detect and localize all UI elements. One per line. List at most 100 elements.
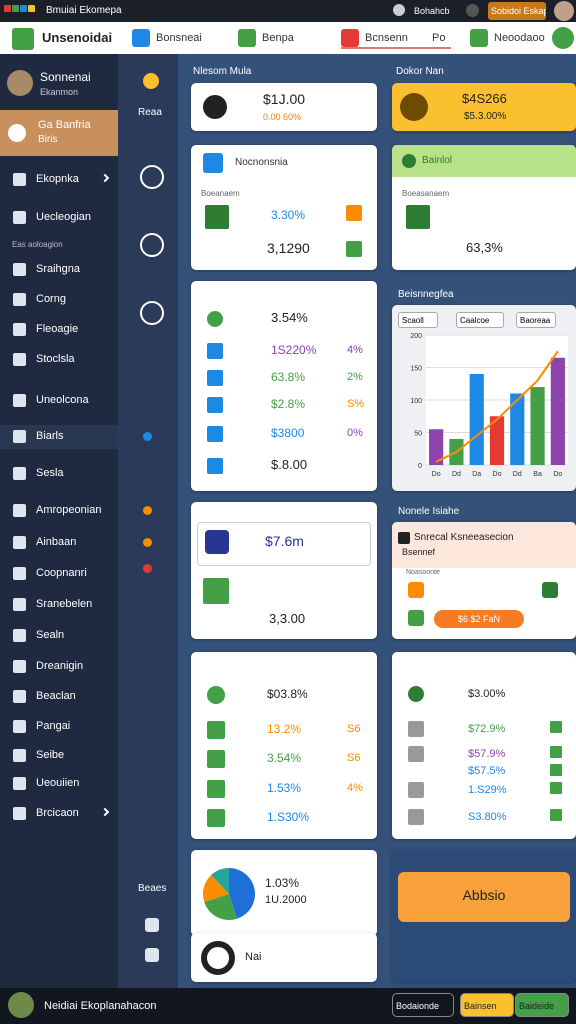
icon xyxy=(7,70,33,96)
menu-item[interactable]: Stoclsla xyxy=(36,353,75,365)
menu-item[interactable]: Sesla xyxy=(36,467,64,479)
sidebar xyxy=(0,54,118,988)
icon xyxy=(13,536,26,549)
card: $4S266 $5.3.00% xyxy=(392,83,576,131)
icon xyxy=(13,323,26,336)
icon xyxy=(13,777,26,790)
row-value: 1S220% xyxy=(271,343,317,357)
icon xyxy=(398,532,410,544)
nav-tab[interactable]: Benpa xyxy=(262,32,294,44)
menu-item[interactable]: Amropeonian xyxy=(36,504,102,516)
menu-item[interactable]: Biarls xyxy=(36,430,64,442)
menu-item[interactable]: Beaclan xyxy=(36,690,76,702)
menu-item[interactable]: Sranebelen xyxy=(36,598,93,610)
menu-item[interactable]: Pangai xyxy=(36,720,71,732)
card-title: Snrecal Ksneeasecion xyxy=(414,532,514,543)
icon xyxy=(13,173,26,186)
stat-value: $7.6m xyxy=(265,533,304,549)
x-tick-label: Dd xyxy=(452,471,461,478)
icon xyxy=(207,397,223,413)
icon xyxy=(13,293,26,306)
icon xyxy=(470,29,488,47)
icon xyxy=(8,124,26,142)
menu-item[interactable]: Corng xyxy=(36,293,66,305)
rail-label: Beaes xyxy=(138,883,167,894)
card-header: Nonele Isiahe xyxy=(398,506,460,517)
x-tick-label: Dd xyxy=(513,471,522,478)
x-tick-label: Do xyxy=(553,471,562,478)
icon xyxy=(13,629,26,642)
y-tick-label: 100 xyxy=(410,398,422,405)
row-side: 2% xyxy=(347,371,363,383)
filter-button[interactable]: Scaoll xyxy=(398,312,438,328)
row-value: $57.9% xyxy=(468,748,506,760)
menu-item[interactable]: Uneolcona xyxy=(36,394,89,406)
icon xyxy=(13,504,26,517)
y-tick-label: 200 xyxy=(410,333,422,340)
card-note: Noasoonte xyxy=(406,569,440,576)
menu-item[interactable]: Coopnanri xyxy=(36,567,87,579)
filter-button[interactable]: Caalcoe xyxy=(456,312,504,328)
icon xyxy=(542,582,558,598)
bar xyxy=(530,387,545,465)
icon xyxy=(207,426,223,442)
pie-slice xyxy=(204,894,238,920)
top-bar xyxy=(0,0,576,22)
card: Snrecal Ksneeasecion Bsennef Noasoonte $6 $… xyxy=(392,522,576,639)
footer-button[interactable]: Baideide xyxy=(515,993,569,1017)
action-button[interactable]: $6 $2 FaN xyxy=(434,610,524,628)
nav-tab[interactable]: Bcnsenn xyxy=(365,32,408,44)
menu-item[interactable]: Seibe xyxy=(36,749,65,761)
icon xyxy=(408,721,424,737)
icon xyxy=(143,538,152,547)
card-sub: Boeanaem xyxy=(201,189,240,198)
menu-item[interactable]: Ueouiien xyxy=(36,777,80,789)
icon xyxy=(13,394,26,407)
top-button[interactable]: Sobidoi Eskapia xyxy=(488,2,546,20)
menu-item[interactable]: Brcicaon xyxy=(36,807,79,819)
stat-value: 3,3.00 xyxy=(269,611,306,626)
menu-item[interactable]: Sraihgna xyxy=(36,263,81,275)
icon xyxy=(8,992,34,1018)
row-value: $3800 xyxy=(271,426,305,440)
card-header: Beisnnegfea xyxy=(398,289,454,300)
menu-item[interactable]: Sealn xyxy=(36,629,65,641)
footer-button[interactable]: Bodaionde xyxy=(392,993,454,1017)
rail-icon xyxy=(140,165,164,189)
icon xyxy=(346,241,362,257)
card-highlight xyxy=(197,522,371,566)
icon xyxy=(207,686,225,704)
tab-underline xyxy=(341,47,451,49)
icon xyxy=(13,720,26,733)
icon xyxy=(402,154,416,168)
menu-item[interactable]: Fleoagie xyxy=(36,323,79,335)
icon xyxy=(408,809,424,825)
rail xyxy=(118,54,178,988)
search-label[interactable]: Bohahcb xyxy=(414,6,450,16)
filter-button[interactable]: Baoreaa xyxy=(516,312,556,328)
bar xyxy=(510,393,525,465)
row-value: $03.8% xyxy=(267,687,308,701)
y-tick-label: 50 xyxy=(414,431,422,438)
card: $3.00% $72.9% $57.9% $57.5% 1.S29% S3.80% xyxy=(392,652,576,839)
card: 1.03% 1U.2000 xyxy=(191,850,377,936)
nav-tab[interactable]: Bonsneai xyxy=(156,32,202,44)
menu-item[interactable]: Ainbaan xyxy=(36,536,77,548)
menu-item[interactable]: Uecleogian xyxy=(36,211,92,223)
row-value: $2.8% xyxy=(271,397,306,411)
icon xyxy=(13,467,26,480)
cta-button[interactable]: Abbsio xyxy=(398,872,570,922)
row-side: 0% xyxy=(347,427,363,439)
icon xyxy=(408,686,424,702)
icon xyxy=(143,73,159,89)
icon xyxy=(205,205,229,229)
icon xyxy=(552,27,574,49)
footer-button[interactable]: Bainsen xyxy=(460,993,514,1017)
icon xyxy=(145,918,159,932)
row-value: 1.53% xyxy=(267,781,302,795)
menu-item[interactable]: Dreanigin xyxy=(36,660,84,672)
row-value: 1.S30% xyxy=(267,810,310,824)
nav-tab[interactable]: Neoodaoo xyxy=(494,32,545,44)
menu-item[interactable]: Ekopnka xyxy=(36,173,79,185)
card-sub: Boeasanaem xyxy=(402,189,450,198)
